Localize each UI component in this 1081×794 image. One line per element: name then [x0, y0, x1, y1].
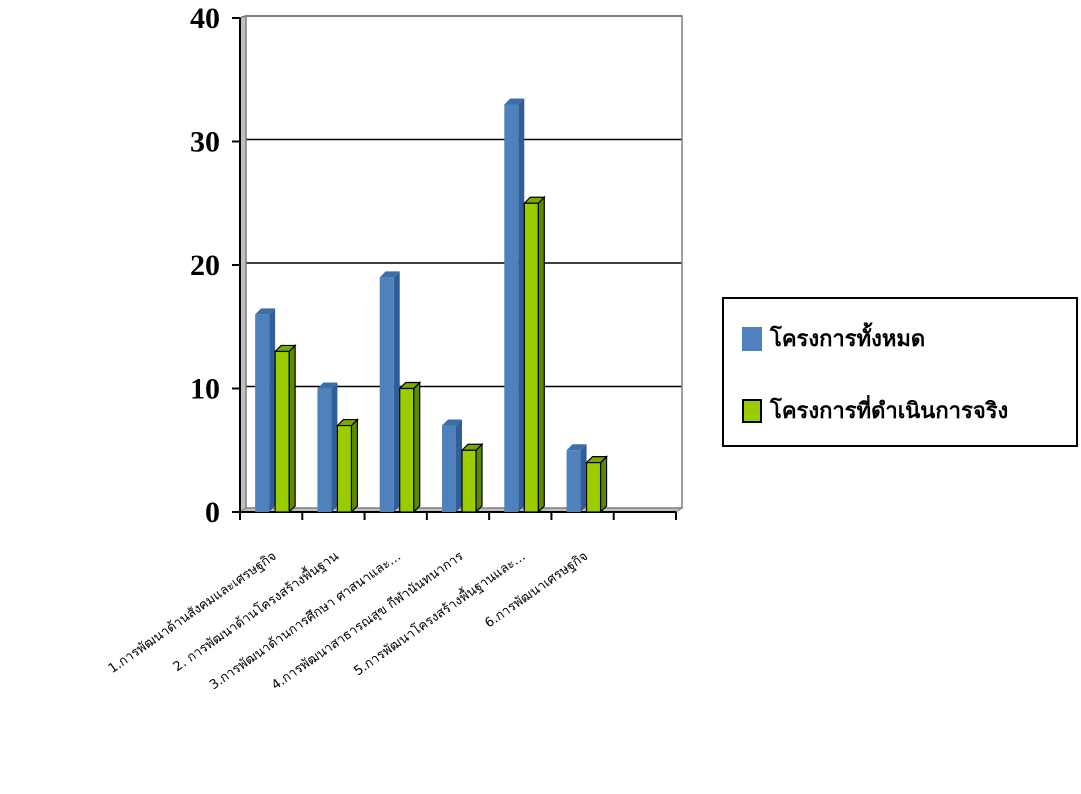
bar-actual-4: [460, 442, 484, 514]
y-tick-label: 10: [190, 373, 220, 406]
y-tick-label: 40: [190, 2, 220, 35]
bar-total-1: [255, 308, 276, 512]
bar-front: [585, 462, 602, 513]
bar-side: [580, 444, 587, 512]
bar-front: [461, 449, 477, 513]
legend-item-total: โครงการทั้งหมด: [742, 321, 925, 356]
bars: [255, 98, 609, 514]
gridlines: [239, 15, 682, 390]
legend-label-actual: โครงการที่ดำเนินการจริง: [770, 399, 1009, 424]
bar-front: [504, 104, 519, 512]
bar-actual-1: [273, 344, 297, 514]
y-tick-label: 0: [205, 496, 220, 529]
bar-front: [523, 202, 539, 513]
legend-label-total: โครงการทั้งหมด: [770, 327, 926, 352]
bar-actual-6: [585, 455, 609, 514]
bar-side: [518, 98, 525, 512]
bar-actual-2: [335, 418, 359, 514]
bar-side: [393, 271, 400, 512]
bar-top: [504, 98, 525, 105]
bar-front: [442, 425, 456, 512]
bar-side: [413, 381, 421, 514]
legend-swatch-actual: [742, 398, 762, 423]
y-tick-labels: 0 10 20 30 40: [190, 2, 240, 529]
bar-front: [379, 277, 394, 512]
y-tick-label: 30: [190, 126, 220, 159]
legend: โครงการทั้งหมด โครงการที่ดำเนินการจริง: [722, 297, 1078, 447]
legend-item-actual: โครงการที่ดำเนินการจริง: [742, 393, 1008, 428]
bar-actual-3: [398, 381, 422, 514]
bar-total-6: [566, 444, 587, 512]
bar-side: [350, 418, 359, 514]
legend-swatch-total: [742, 326, 762, 351]
bar-side: [599, 455, 608, 514]
bar-side: [456, 419, 462, 512]
bar-top: [379, 271, 400, 278]
bar-side: [288, 344, 296, 514]
x-tick-labels: 1.การพัฒนาด้านสังคมและเศรษฐกิจ2. การพัฒน…: [106, 512, 677, 693]
x-tick-label: 6.การพัฒนาเศรษฐกิจ: [482, 549, 591, 631]
bar-front: [274, 350, 290, 513]
bar-actual-5: [522, 195, 546, 514]
bar-side: [331, 382, 338, 512]
bar-top: [566, 444, 587, 451]
bar-front: [336, 424, 353, 513]
bar-total-3: [379, 271, 400, 512]
y-tick-label: 20: [190, 249, 220, 282]
bar-front: [317, 388, 332, 512]
bar-top: [317, 382, 338, 389]
plot-frame: [245, 15, 683, 509]
bar-total-5: [504, 98, 525, 512]
bar-top: [442, 419, 462, 426]
bar-front: [566, 450, 581, 512]
bar-side: [537, 195, 545, 514]
bar-side: [475, 442, 483, 514]
bar-total-4: [442, 419, 462, 512]
bar-top: [255, 308, 276, 315]
bar-front: [255, 314, 270, 512]
bar-front: [399, 387, 415, 513]
bar-total-2: [317, 382, 338, 512]
bar-side: [269, 308, 276, 512]
